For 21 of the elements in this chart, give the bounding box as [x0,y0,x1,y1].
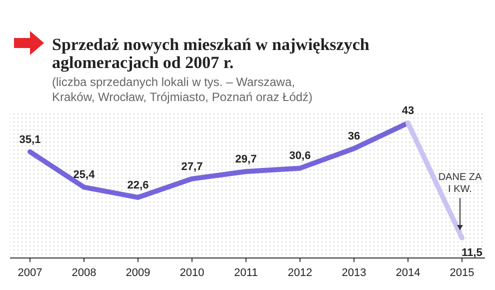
x-tick-label: 2008 [72,267,96,279]
data-label: 35,1 [19,134,41,146]
x-tick-label: 2015 [450,267,474,279]
data-label: 22,6 [127,179,149,192]
x-tick-label: 2014 [396,267,420,279]
data-label: 43 [402,104,414,117]
x-tick-label: 2009 [126,267,150,279]
data-label: 27,7 [181,160,203,173]
x-tick-label: 2007 [18,267,42,279]
x-tick-label: 2012 [288,267,312,279]
annotation: DANE ZA I KW. [438,172,482,195]
data-label: 29,7 [235,153,257,166]
data-label: 25,4 [73,169,96,182]
x-tick-label: 2010 [180,267,204,279]
x-tick-label: 2011 [234,267,258,279]
data-label: 30,6 [289,150,311,162]
chart-title: Sprzedaż nowych mieszkań w największych aglomeracjach od 2007 r. [52,35,370,72]
x-tick-label: 2013 [342,267,366,279]
chart-subtitle: (liczba sprzedanych lokali w tys. – Warszawa, Kraków, Wrocław, Trójmiasto, Poznań oraz Łódź) [52,75,313,104]
data-label: 11,5 [462,246,482,259]
data-label: 36 [348,130,360,142]
